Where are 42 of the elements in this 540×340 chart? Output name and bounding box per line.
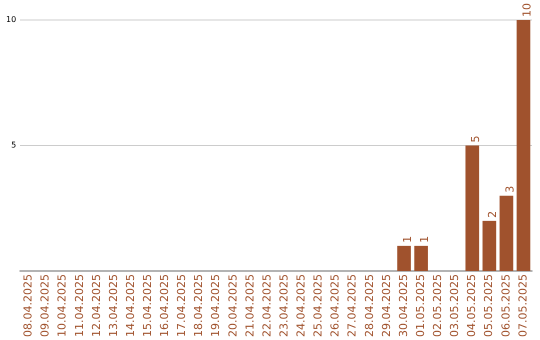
x-tick-label: 27.04.2025 xyxy=(346,274,359,338)
bar xyxy=(397,246,411,272)
x-tick-label: 06.05.2025 xyxy=(499,274,512,338)
x-tick-label: 07.05.2025 xyxy=(516,274,530,338)
x-tick-label: 05.05.2025 xyxy=(482,274,496,338)
x-tick-label: 09.04.2025 xyxy=(38,274,52,338)
data-label: 1 xyxy=(418,236,431,243)
x-tick-label: 19.04.2025 xyxy=(209,274,222,338)
x-tick-label: 14.04.2025 xyxy=(124,274,137,338)
bar xyxy=(516,20,530,272)
data-label: 2 xyxy=(486,210,500,218)
data-label: 5 xyxy=(469,136,482,143)
x-tick-label: 20.04.2025 xyxy=(226,274,240,338)
bar xyxy=(482,220,496,272)
x-tick-label: 15.04.2025 xyxy=(140,274,154,338)
x-tick-label: 17.04.2025 xyxy=(175,274,188,338)
x-tick-label: 23.04.2025 xyxy=(277,274,290,338)
data-label: 10 xyxy=(520,3,534,17)
bar xyxy=(500,196,514,272)
x-tick-label: 04.05.2025 xyxy=(465,274,478,338)
x-tick-label: 22.04.2025 xyxy=(260,274,274,338)
data-label: 3 xyxy=(503,186,516,193)
data-label: 1 xyxy=(400,236,414,243)
x-tick-label: 13.04.2025 xyxy=(106,274,120,338)
x-tick-label: 11.04.2025 xyxy=(72,274,86,338)
bar xyxy=(465,146,480,272)
x-tick-label: 02.05.2025 xyxy=(431,274,444,338)
x-tick-label: 21.04.2025 xyxy=(243,274,256,338)
x-tick-label: 26.04.2025 xyxy=(328,274,342,338)
x-tick-label: 16.04.2025 xyxy=(158,274,172,338)
x-tick-label: 30.04.2025 xyxy=(396,274,410,338)
x-tick-label: 10.04.2025 xyxy=(56,274,69,338)
bar xyxy=(414,246,428,272)
x-tick-label: 29.04.2025 xyxy=(380,274,393,338)
x-tick-label: 01.05.2025 xyxy=(414,274,427,338)
x-tick-label: 28.04.2025 xyxy=(362,274,376,338)
x-tick-label: 03.05.2025 xyxy=(448,274,462,338)
x-tick-label: 24.04.2025 xyxy=(294,274,308,338)
x-tick-label: 18.04.2025 xyxy=(192,274,206,338)
x-tick-label: 12.04.2025 xyxy=(90,274,103,338)
x-tick-label: 25.04.2025 xyxy=(312,274,325,338)
x-tick-label: 08.04.2025 xyxy=(22,274,35,338)
